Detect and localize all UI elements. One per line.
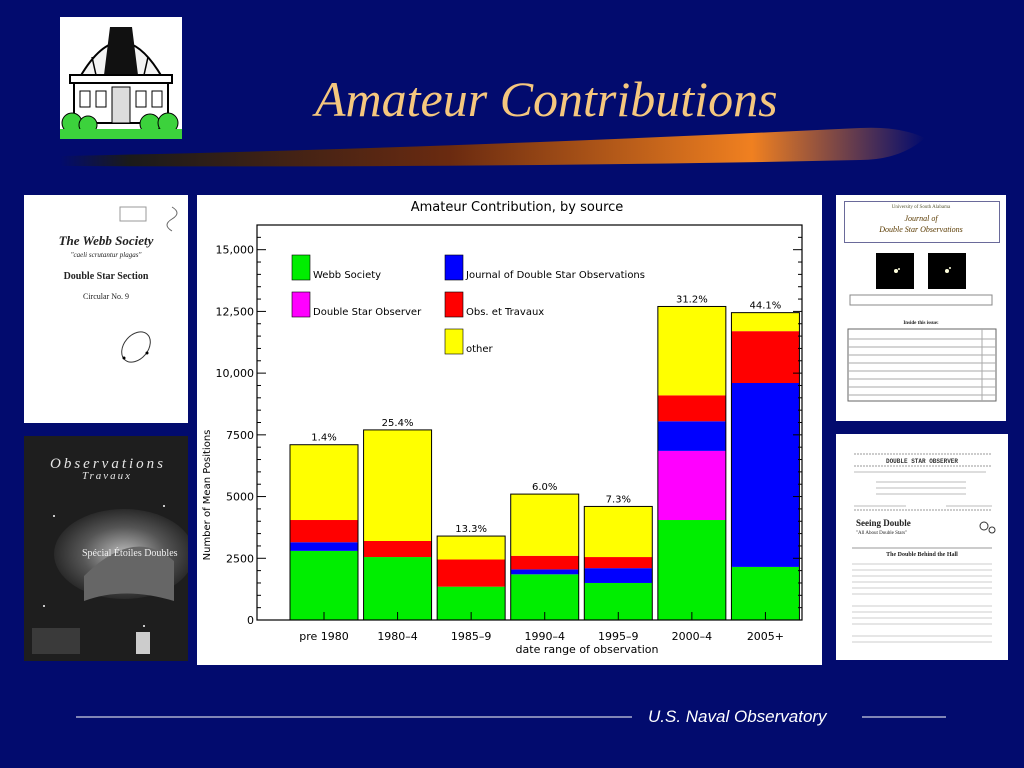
legend-label: Double Star Observer bbox=[313, 307, 422, 318]
percent-label: 44.1% bbox=[750, 301, 782, 312]
bar-segment bbox=[731, 331, 800, 383]
bar-segment bbox=[657, 395, 726, 422]
percent-label: 1.4% bbox=[311, 433, 336, 444]
webb-motto: "caeli scrutantur plagas" bbox=[70, 251, 142, 259]
bar-segment bbox=[290, 520, 358, 543]
x-tick-label: 1995–9 bbox=[598, 630, 639, 643]
bar-segment bbox=[584, 568, 653, 583]
percent-label: 31.2% bbox=[676, 294, 708, 305]
jdso-contents-heading: Inside this issue: bbox=[903, 321, 939, 326]
bar-segment bbox=[510, 569, 579, 575]
jdso-masthead bbox=[844, 201, 1000, 243]
observatory-logo bbox=[60, 17, 182, 139]
dso-article-seeing-double: Seeing Double bbox=[856, 518, 911, 528]
chart-bars bbox=[289, 305, 800, 621]
dso-masthead: DOUBLE STAR OBSERVER bbox=[885, 458, 958, 465]
y-tick-label: 12,500 bbox=[216, 305, 255, 318]
webb-section: Double Star Section bbox=[63, 271, 149, 282]
legend-swatch bbox=[291, 291, 311, 318]
bar-segment bbox=[290, 444, 358, 521]
legend-swatch bbox=[444, 328, 464, 355]
x-tick-label: 1990–4 bbox=[524, 630, 565, 643]
legend-swatch bbox=[291, 254, 311, 281]
legend-swatch bbox=[444, 254, 464, 281]
bar-segment bbox=[657, 306, 726, 396]
bar-segment bbox=[363, 557, 432, 620]
dso-text-lines-icon bbox=[852, 453, 996, 643]
legend-label: Webb Society bbox=[313, 270, 381, 281]
legend-label: Journal of Double Star Observations bbox=[465, 270, 645, 281]
y-tick-label: 5000 bbox=[226, 491, 254, 504]
title-swoosh-decoration bbox=[60, 127, 925, 167]
percent-label: 13.3% bbox=[455, 524, 487, 535]
webb-circular-number: Circular No. 9 bbox=[83, 292, 129, 301]
percent-label: 7.3% bbox=[606, 494, 631, 505]
footer-rule bbox=[76, 716, 946, 718]
y-tick-label: 2500 bbox=[226, 552, 254, 565]
chart-x-axis-label: date range of observation bbox=[516, 643, 659, 656]
jdso-title-line1: Journal of bbox=[904, 214, 938, 223]
y-tick-label: 15,000 bbox=[216, 244, 255, 257]
bar-segment bbox=[657, 421, 726, 451]
chart-y-axis-label: Number of Mean Positions bbox=[202, 430, 213, 561]
bar-segment bbox=[290, 542, 358, 551]
bar-segment bbox=[657, 450, 726, 521]
ot-title-observations: Observations bbox=[50, 456, 166, 472]
legend-label: Obs. et Travaux bbox=[466, 307, 544, 318]
jdso-title-line2: Double Star Observations bbox=[879, 225, 963, 234]
jdso-university: University of South Alabama bbox=[891, 205, 951, 210]
amateur-contribution-chart: Amateur Contribution, by source date ran… bbox=[197, 195, 822, 665]
y-tick-label: 10,000 bbox=[216, 367, 255, 380]
chart-title: Amateur Contribution, by source bbox=[411, 200, 624, 215]
percent-label: 25.4% bbox=[382, 418, 414, 429]
x-tick-label: 1985–9 bbox=[451, 630, 492, 643]
bar-segment bbox=[437, 536, 506, 560]
bar-segment bbox=[657, 520, 726, 620]
x-tick-label: pre 1980 bbox=[299, 630, 349, 643]
jdso-images-icon bbox=[847, 253, 997, 402]
chart-axes: 0 2500 5000 7500 10,000 12,500 15,000 bbox=[216, 224, 803, 627]
bar-segment bbox=[510, 555, 579, 570]
observations-travaux-thumbnail: Observations Travaux Spécial Étoiles Dou… bbox=[24, 436, 188, 661]
bar-segment bbox=[731, 566, 800, 620]
y-tick-label: 7500 bbox=[226, 429, 254, 442]
observatory-building-icon bbox=[60, 17, 182, 139]
legend-label: other bbox=[466, 344, 494, 355]
webb-publisher: The Webb Society bbox=[58, 233, 154, 248]
double-star-observer-thumbnail: DOUBLE STAR OBSERVER Seeing Double "All … bbox=[836, 434, 1008, 660]
ot-subtitle: Spécial Étoiles Doubles bbox=[82, 548, 178, 559]
bar-segment bbox=[290, 550, 358, 620]
slide-title: Amateur Contributions bbox=[315, 71, 778, 127]
bar-segment bbox=[363, 541, 432, 558]
bar-segment bbox=[510, 494, 579, 556]
legend-swatch bbox=[444, 291, 464, 318]
orbit-sketch-icon bbox=[119, 206, 178, 363]
chart-percent-labels: 1.4% pre 1980 25.4% 1980–4 13.3% 1985–9 6.0% 19… bbox=[299, 294, 784, 643]
bar-segment bbox=[584, 506, 653, 558]
chart-legend: Webb Society Journal of Double Star Obser… bbox=[291, 254, 645, 355]
jdso-thumbnail: University of South Alabama Journal of D… bbox=[836, 195, 1006, 421]
x-tick-label: 1980–4 bbox=[377, 630, 418, 643]
dso-article-subtitle: "All About Double Stars" bbox=[856, 531, 908, 536]
ot-title-travaux: Travaux bbox=[82, 470, 133, 482]
bar-segment bbox=[584, 557, 653, 569]
percent-label: 6.0% bbox=[532, 482, 557, 493]
bar-segment bbox=[731, 383, 800, 567]
bar-segment bbox=[731, 312, 800, 332]
bar-segment bbox=[363, 429, 432, 541]
bar-segment bbox=[437, 559, 506, 587]
nebula-image-icon bbox=[24, 436, 188, 661]
y-tick-label: 0 bbox=[247, 614, 254, 627]
x-tick-label: 2005+ bbox=[747, 630, 784, 643]
dso-article-heading: The Double Behind the Hall bbox=[886, 552, 958, 558]
footer-organization: U.S. Naval Observatory bbox=[648, 707, 827, 726]
webb-society-circular-thumbnail: The Webb Society "caeli scrutantur plaga… bbox=[24, 195, 188, 423]
x-tick-label: 2000–4 bbox=[672, 630, 713, 643]
chart-svg: Amateur Contribution, by source date ran… bbox=[197, 195, 822, 665]
